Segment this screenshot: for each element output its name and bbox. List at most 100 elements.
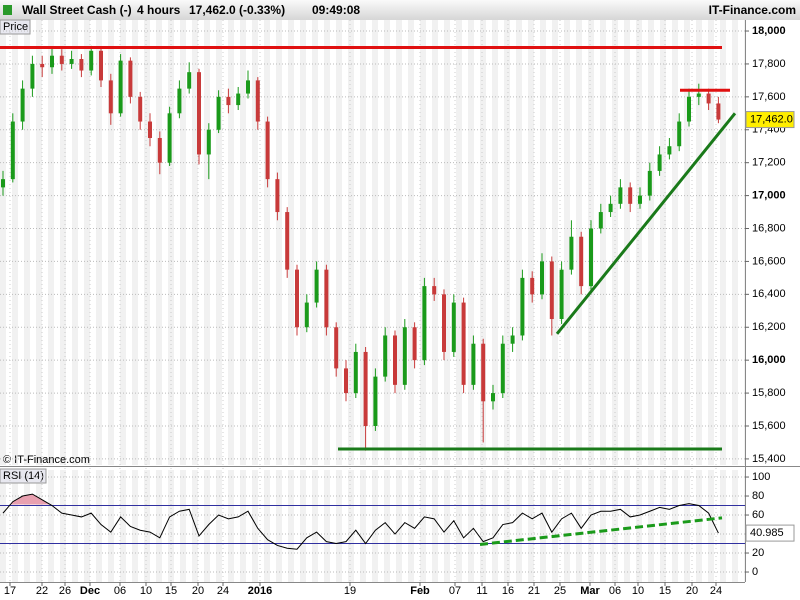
- candle-body: [275, 179, 280, 213]
- y-tick-label: 15,400: [752, 453, 786, 465]
- x-tick-label: 19: [344, 585, 356, 597]
- y-tick-label: 20: [752, 547, 764, 559]
- x-tick-label: 07: [449, 585, 461, 597]
- rsi-panel: [0, 470, 745, 582]
- x-tick-label: 06: [114, 585, 126, 597]
- candle-body: [422, 286, 427, 361]
- candle-body: [138, 96, 143, 122]
- candle-body: [628, 187, 633, 204]
- candle-body: [667, 146, 672, 155]
- candle-body: [79, 59, 84, 71]
- candle-body: [324, 269, 329, 328]
- x-tick-label: 2016: [248, 585, 272, 597]
- icon: [3, 5, 12, 15]
- candle-body: [226, 96, 231, 106]
- candle-body: [59, 55, 64, 64]
- x-tick-label: 10: [632, 585, 644, 597]
- candle-body: [383, 335, 388, 377]
- candle-body: [696, 93, 701, 97]
- candle-body: [500, 343, 505, 394]
- candle-body: [128, 60, 133, 97]
- y-tick-label: 17,200: [752, 157, 786, 169]
- candle-body: [167, 113, 172, 163]
- candle-body: [451, 302, 456, 352]
- candle-body: [285, 212, 290, 270]
- rsi-tag-label: 40.985: [750, 527, 784, 539]
- candle-body: [510, 335, 515, 344]
- x-tick-label: Mar: [580, 585, 600, 597]
- candle-body: [40, 63, 45, 68]
- x-tick-label: 15: [165, 585, 177, 597]
- y-tick-label: 15,800: [752, 387, 786, 399]
- site: IT-Finance.com: [709, 3, 796, 17]
- candle-body: [657, 154, 662, 171]
- x-tick-label: 24: [217, 585, 229, 597]
- candle-body: [118, 60, 123, 114]
- candle-body: [618, 187, 623, 204]
- y-tick-label: 17,000: [752, 190, 786, 202]
- time: 09:49:08: [312, 3, 360, 17]
- x-tick-label: 25: [554, 585, 566, 597]
- candle-body: [10, 121, 15, 180]
- candle-body: [69, 59, 74, 64]
- candle-body: [265, 121, 270, 180]
- y-tick-label: 17,600: [752, 91, 786, 103]
- candle-body: [461, 302, 466, 385]
- price-panel: [0, 20, 745, 465]
- x-tick-label: Feb: [410, 585, 430, 597]
- panel-title: RSI (14): [3, 470, 44, 482]
- candle-body: [246, 80, 250, 94]
- candle-body: [530, 277, 535, 295]
- y-tick-label: 80: [752, 490, 764, 502]
- x-tick-label: 06: [609, 585, 621, 597]
- panel-title: Price: [3, 21, 28, 33]
- y-tick-label: 16,600: [752, 255, 786, 267]
- candle-body: [432, 286, 437, 295]
- candle-body: [1, 179, 5, 188]
- candle-body: [157, 137, 162, 163]
- x-tick-label: 17: [4, 585, 16, 597]
- y-tick-label: 0: [752, 566, 758, 578]
- candle-body: [677, 121, 682, 147]
- candle-body: [638, 195, 642, 204]
- x-tick-label: 24: [710, 585, 722, 597]
- candle-body: [314, 269, 319, 303]
- candle-body: [540, 261, 544, 295]
- candle-body: [569, 236, 574, 270]
- x-tick-label: 11: [476, 585, 487, 597]
- y-tick-label: 16,400: [752, 288, 786, 300]
- header-bar: [0, 0, 800, 20]
- candle-body: [255, 80, 260, 122]
- candle-body: [579, 236, 584, 287]
- candle-body: [20, 88, 25, 122]
- candle-body: [589, 228, 593, 287]
- candle-body: [89, 50, 94, 71]
- y-tick-label: 100: [752, 471, 770, 483]
- y-tick-label: 16,800: [752, 222, 786, 234]
- timeframe: 4 hours: [137, 3, 181, 17]
- x-tick-label: 15: [659, 585, 671, 597]
- instrument: Wall Street Cash (-): [22, 3, 132, 17]
- candle-body: [608, 203, 613, 213]
- price-tag-label: 17,462.0: [750, 113, 793, 125]
- candle-body: [108, 80, 113, 114]
- price-tag: [745, 111, 795, 129]
- candle-body: [481, 343, 486, 402]
- x-tick-label: 10: [140, 585, 152, 597]
- drawn-line: [555, 112, 737, 335]
- candle-body: [295, 269, 299, 328]
- candle-body: [187, 72, 192, 89]
- candle-body: [549, 261, 554, 320]
- candle-body: [353, 351, 358, 394]
- candle-body: [304, 302, 309, 328]
- candle-body: [716, 103, 721, 120]
- candle-body: [402, 327, 407, 385]
- candle-body: [216, 96, 221, 130]
- rsi-line: [2, 493, 719, 550]
- candle-body: [412, 327, 417, 361]
- candle-body: [491, 393, 495, 402]
- candle-body: [598, 212, 603, 229]
- y-tick-label: 60: [752, 509, 764, 521]
- candle-body: [471, 343, 476, 385]
